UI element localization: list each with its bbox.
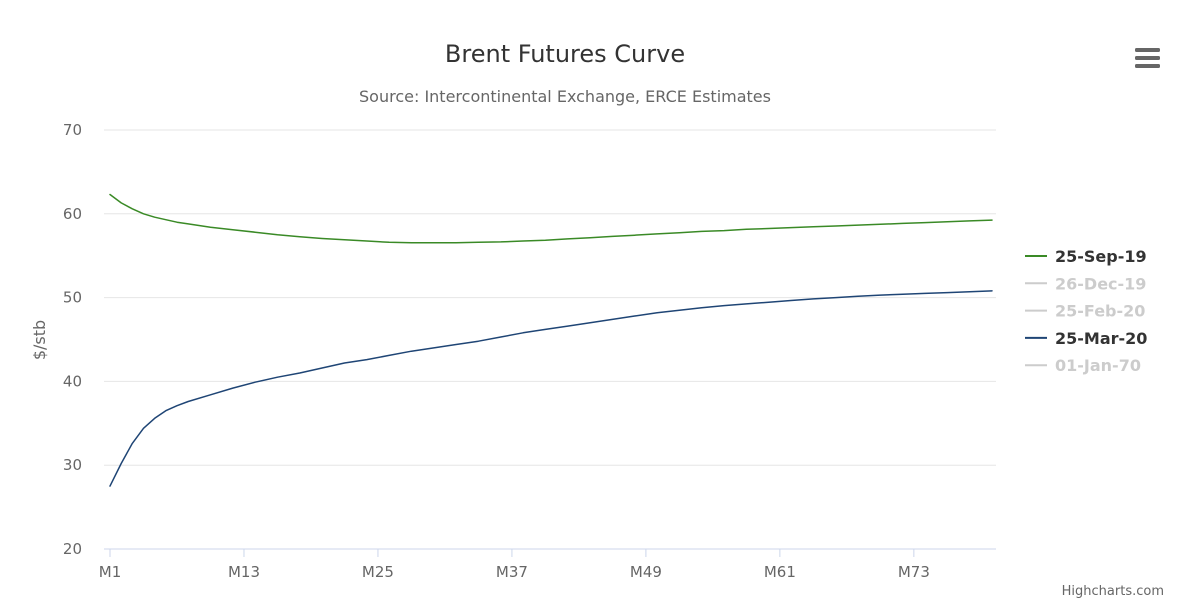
x-axis: M1 M13 M25 M37 M49 M61 M73 [99,548,996,581]
chart-title: Brent Futures Curve [445,40,685,68]
series-layer [109,193,993,487]
x-tick-label: M1 [99,563,122,581]
legend-label: 25-Mar-20 [1055,329,1147,348]
legend-label: 26-Dec-19 [1055,274,1146,293]
x-tick-label: M37 [496,563,528,581]
grid-layer [104,129,996,466]
y-tick-label: 50 [63,289,82,307]
legend-item[interactable]: 25-Mar-20 [1025,329,1147,348]
credits-link[interactable]: Highcharts.com [1062,584,1164,599]
legend-item[interactable]: 26-Dec-19 [1025,274,1146,293]
x-tick-label: M49 [630,563,662,581]
legend-item[interactable]: 25-Feb-20 [1025,302,1145,321]
x-tick-label: M13 [228,563,260,581]
x-tick-label: M25 [362,563,394,581]
legend: 25-Sep-19 26-Dec-19 25-Feb-20 25-Mar-20 01-J… [1025,247,1147,375]
legend-label: 25-Sep-19 [1055,247,1147,266]
legend-item[interactable]: 25-Sep-19 [1025,247,1147,266]
y-tick-label: 40 [63,372,82,390]
chart-subtitle: Source: Intercontinental Exchange, ERCE … [359,87,771,106]
hamburger-menu-button[interactable] [1131,44,1163,74]
x-tick-label: M61 [764,563,796,581]
legend-item[interactable]: 01-Jan-70 [1025,356,1141,375]
legend-label: 01-Jan-70 [1055,356,1141,375]
y-axis-labels: 20 30 40 50 60 70 [63,121,82,558]
series-line-25-mar-20[interactable] [109,290,993,487]
y-tick-label: 30 [63,456,82,474]
y-axis-title: $/stb [30,320,49,360]
series-line-25-sep-19[interactable] [109,193,993,244]
y-tick-label: 70 [63,121,82,139]
y-tick-label: 60 [63,205,82,223]
legend-label: 25-Feb-20 [1055,302,1145,321]
hamburger-menu-icon [1135,48,1160,68]
x-tick-label: M73 [898,563,930,581]
y-tick-label: 20 [63,540,82,558]
